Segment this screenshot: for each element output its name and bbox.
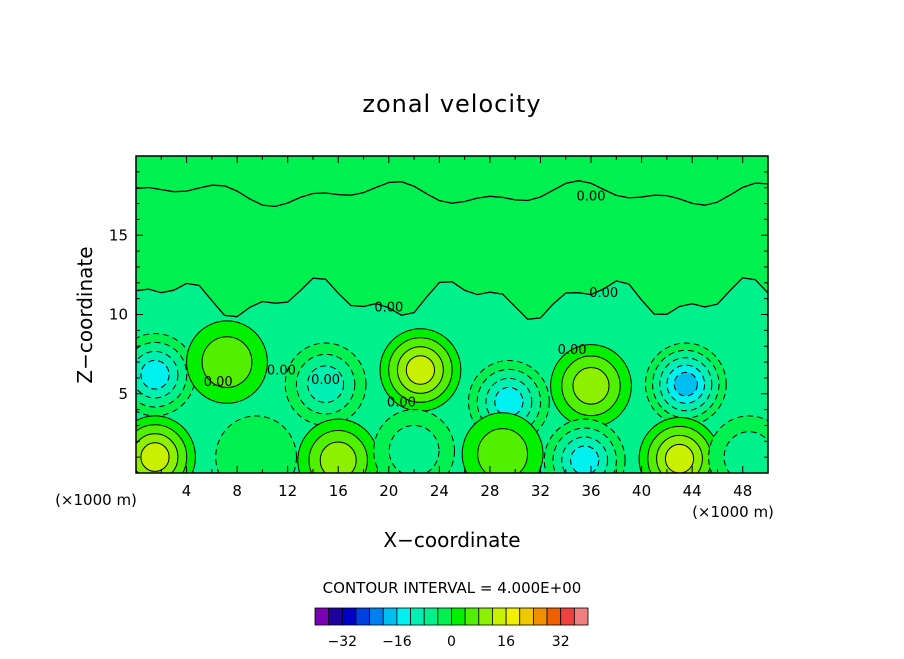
contour-label: 0.00	[374, 300, 403, 315]
contour-ring	[405, 355, 435, 385]
x-tick-label: 36	[581, 482, 600, 500]
x-tick-label: 32	[531, 482, 550, 500]
contour-blob	[550, 344, 632, 428]
y-axis-label: Z−coordinate	[73, 246, 97, 383]
contour-ring	[723, 431, 768, 473]
x-tick-label: 24	[430, 482, 449, 500]
colorbar-cell	[519, 607, 534, 626]
x-tick-label: 40	[632, 482, 651, 500]
contour-label: 0.00	[387, 395, 416, 410]
contour-ring	[319, 441, 357, 473]
colorbar-cell	[573, 607, 589, 626]
contour-label: 0.00	[558, 343, 587, 358]
contour-ring	[664, 443, 695, 473]
x-tick-label: 20	[379, 482, 398, 500]
contour-interval-text: CONTOUR INTERVAL = 4.000E+00	[323, 579, 582, 597]
contour-ring	[572, 367, 610, 405]
x-tick-label: 16	[329, 482, 348, 500]
contour-ring	[140, 442, 170, 472]
contour-blob	[297, 418, 380, 473]
x-unit-label-left: (×1000 m)	[55, 491, 137, 509]
x-tick-label: 4	[182, 482, 192, 500]
y-tick-label: 15	[109, 226, 128, 244]
colorbar-cell	[328, 607, 343, 626]
x-axis-label: X−coordinate	[383, 528, 520, 552]
colorbar-cell	[464, 607, 480, 626]
contour-label: 0.00	[589, 286, 618, 301]
colorbar-tick-label: 0	[447, 634, 456, 650]
plot-area: 0.000.000.000.000.000.000.000.004 8 12 16 20…	[109, 155, 769, 500]
x-tick-label: 48	[733, 482, 752, 500]
x-tick-label: 12	[278, 482, 297, 500]
contour-blob	[638, 417, 721, 473]
contour-blob	[379, 328, 462, 412]
colorbar-tick-label: 32	[552, 634, 570, 650]
contour-ring	[477, 428, 528, 473]
contour-ring	[215, 415, 297, 473]
x-tick-label: 28	[480, 482, 499, 500]
contour-ring	[388, 424, 440, 473]
contour-ring	[494, 386, 524, 417]
colorbar-cell	[396, 607, 411, 626]
colorbar-tick-label: −16	[382, 634, 412, 650]
colorbar-cell	[451, 607, 466, 626]
contour-ring	[140, 359, 170, 390]
colorbar-cell	[492, 607, 507, 626]
y-tick-label: 10	[109, 306, 128, 324]
colorbar-cell	[423, 607, 439, 626]
contour-label: 0.00	[577, 189, 606, 204]
contour-blob	[708, 415, 768, 473]
colorbar-cell	[478, 607, 493, 626]
contour-blob	[644, 342, 727, 426]
contour-blob	[215, 415, 297, 473]
colorbar-cell	[314, 607, 330, 626]
colorbar-cell	[369, 607, 384, 626]
contour-label: 0.00	[311, 373, 340, 388]
colorbar: −32 −16 0 16 32	[314, 607, 589, 650]
contour-blob	[136, 333, 196, 417]
contour-ring	[307, 365, 345, 404]
contour-ring	[673, 371, 698, 397]
colorbar-cell	[341, 607, 357, 626]
contour-blob	[543, 418, 626, 473]
colorbar-cell	[410, 607, 425, 626]
colorbar-cell	[382, 607, 398, 626]
field-layer: 0.00 0.00 0.00 0.00 0.00 0.00 0.00 0.00	[136, 180, 768, 473]
colorbar-cell	[546, 607, 562, 626]
colorbar-cell	[560, 607, 575, 626]
x-unit-label-right: (×1000 m)	[692, 503, 774, 521]
upper-zero-contour	[136, 180, 768, 208]
y-tick-label: 5	[118, 385, 128, 403]
contour-label: 0.00	[204, 375, 233, 390]
contour-blob	[136, 415, 196, 473]
colorbar-tick-label: −32	[328, 634, 358, 650]
contour-ring	[201, 336, 253, 389]
colorbar-cell	[505, 607, 521, 626]
colorbar-cell	[355, 607, 371, 626]
contour-blob	[186, 320, 268, 404]
chart-title: zonal velocity	[362, 90, 541, 118]
contour-blob	[284, 342, 367, 426]
contour-blob	[461, 412, 544, 473]
x-tick-label: 8	[232, 482, 242, 500]
colorbar-cell	[437, 607, 452, 626]
contour-ring	[570, 445, 600, 473]
contour-label: 0.00	[267, 364, 296, 379]
colorbar-cell	[533, 607, 548, 626]
colorbar-tick-label: 16	[497, 634, 515, 650]
x-tick-label: 44	[683, 482, 702, 500]
contour-blob	[373, 409, 455, 473]
